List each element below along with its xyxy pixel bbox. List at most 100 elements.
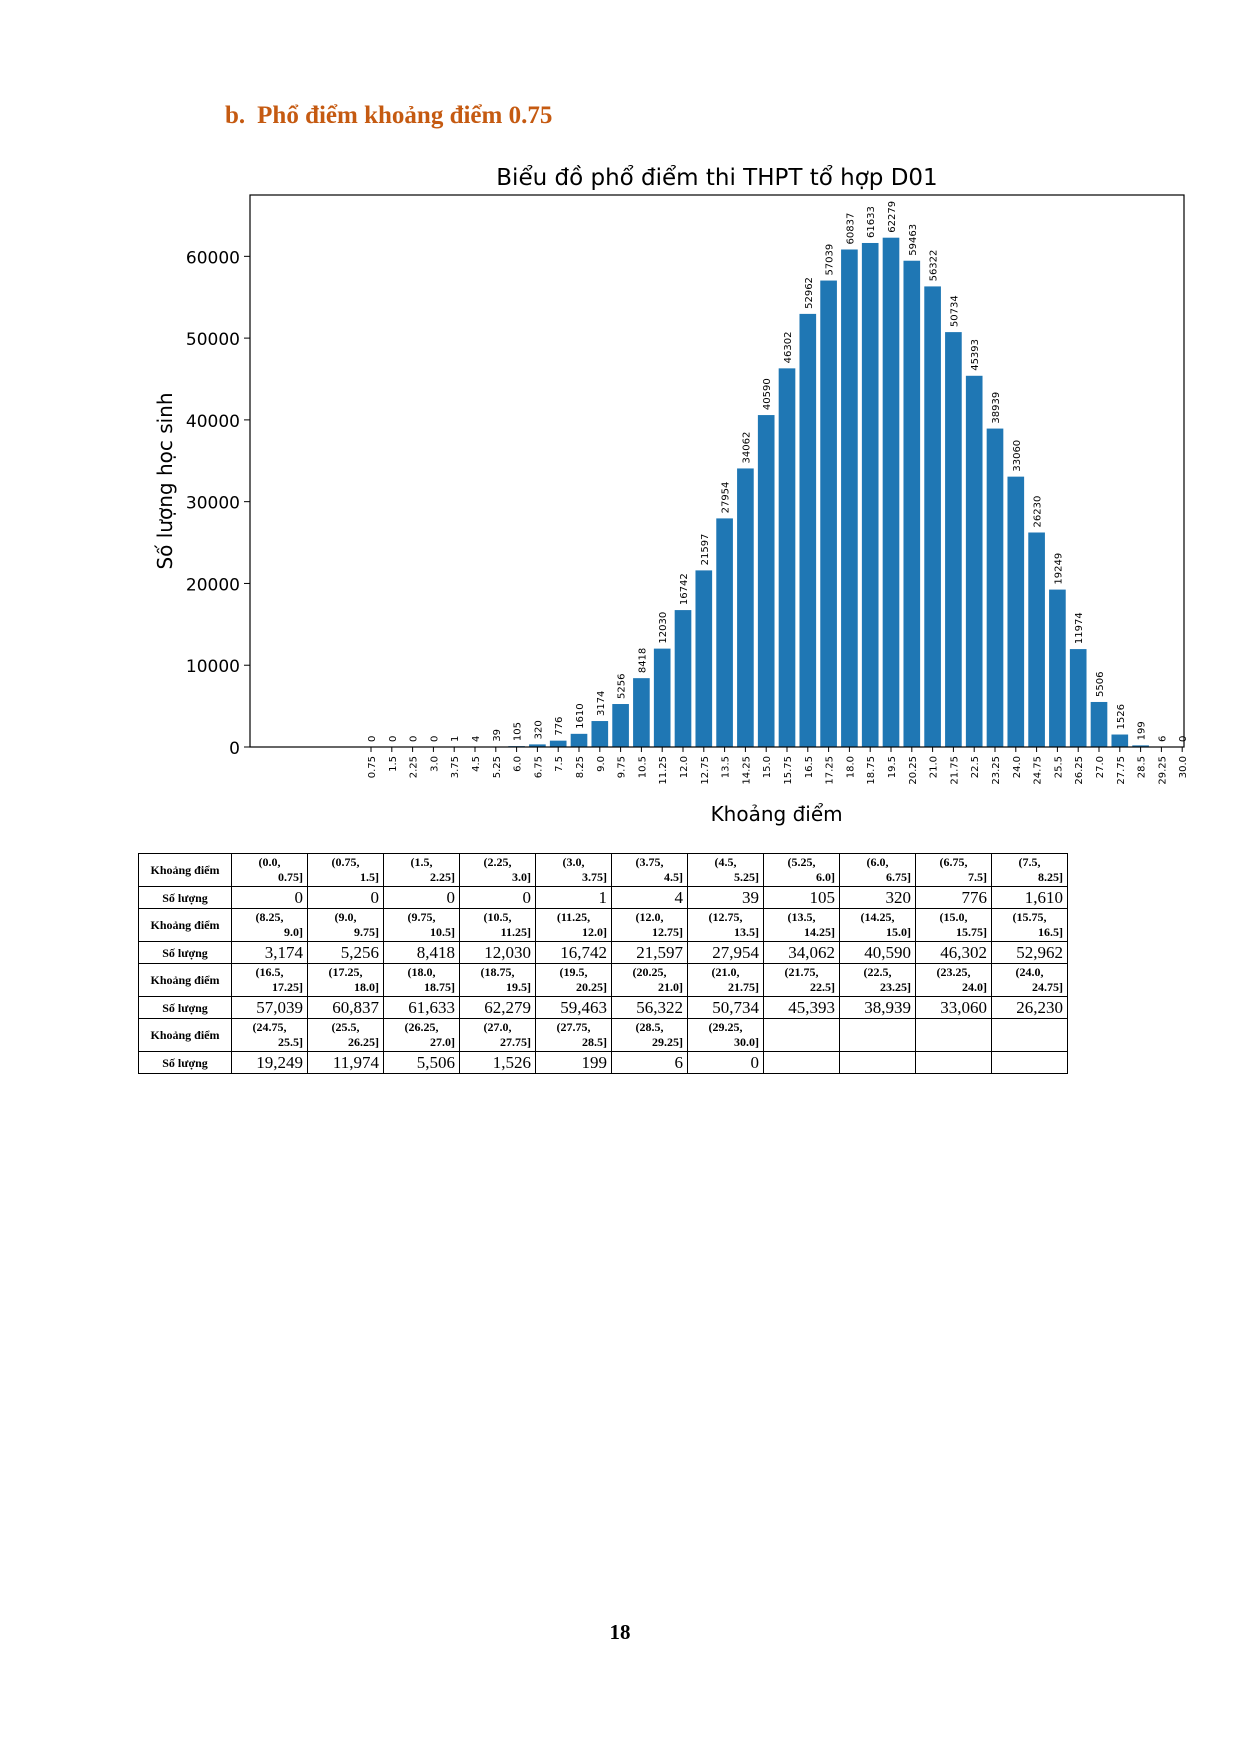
range-end: 3.75] xyxy=(582,870,607,884)
range-start: (25.5, xyxy=(331,1020,360,1034)
bar-value-label: 199 xyxy=(1137,721,1148,740)
count-cell: 46,302 xyxy=(915,941,992,964)
range-cell: (28.5, 29.25] xyxy=(611,1018,688,1052)
range-start: (15.75, xyxy=(1012,910,1047,924)
count-cell: 0 xyxy=(383,886,460,909)
range-cell xyxy=(915,1018,992,1052)
x-tick-label: 14.25 xyxy=(741,756,752,785)
bar-value-label: 46302 xyxy=(783,332,794,364)
range-start: (0.75, xyxy=(331,855,360,869)
section-title: Phổ điểm khoảng điểm 0.75 xyxy=(257,102,553,129)
range-cell: (7.5, 8.25] xyxy=(991,853,1068,887)
x-tick-label: 2.25 xyxy=(409,756,420,778)
range-cell: (0.0, 0.75] xyxy=(231,853,308,887)
range-start: (7.5, xyxy=(1018,855,1041,869)
table-row: Số lượng 57,039 60,837 61,633 62,279 59,463 56… xyxy=(138,996,1068,1019)
range-end: 8.25] xyxy=(1038,870,1063,884)
range-start: (17.25, xyxy=(328,965,363,979)
bar xyxy=(1132,745,1149,747)
y-axis-label: Số lượng học sinh xyxy=(153,392,177,569)
range-end: 6.75] xyxy=(886,870,911,884)
bar xyxy=(633,678,650,747)
count-cell: 60,837 xyxy=(307,996,384,1019)
table-row: Số lượng 0 0 0 0 1 4 39 105 320 776 1,610 xyxy=(138,886,1068,909)
range-end: 28.5] xyxy=(582,1035,607,1049)
plot-frame xyxy=(249,194,1185,748)
x-tick-label: 22.5 xyxy=(970,756,981,778)
x-tick-label: 23.25 xyxy=(991,756,1002,785)
range-end: 23.25] xyxy=(880,980,911,994)
table-row: Khoảng điểm (8.25, 9.0] (9.0, 9.75] (9.75, 10.… xyxy=(138,908,1068,942)
count-cell: 0 xyxy=(459,886,536,909)
bar-value-label: 12030 xyxy=(658,612,669,644)
count-cell: 6 xyxy=(611,1051,688,1074)
bar xyxy=(1090,701,1108,747)
range-start: (14.25, xyxy=(860,910,895,924)
x-tick-label: 1.5 xyxy=(388,756,399,772)
y-tick-label: 50000 xyxy=(186,330,240,350)
bar-value-label: 6 xyxy=(1157,736,1168,742)
range-end: 24.75] xyxy=(1032,980,1063,994)
count-cell: 11,974 xyxy=(307,1051,384,1074)
count-header-cell: Số lượng xyxy=(138,1051,232,1074)
bar-value-label: 33060 xyxy=(1012,440,1023,472)
range-start: (28.5, xyxy=(635,1020,664,1034)
count-header-cell: Số lượng xyxy=(138,886,232,909)
bar xyxy=(820,280,837,747)
bar-value-label: 56322 xyxy=(929,250,940,282)
range-end: 3.0] xyxy=(512,870,531,884)
range-cell: (24.0, 24.75] xyxy=(991,963,1068,997)
count-cell: 0 xyxy=(307,886,384,909)
range-end: 21.75] xyxy=(728,980,759,994)
x-tick-label: 27.0 xyxy=(1095,756,1106,778)
count-cell: 3,174 xyxy=(231,941,308,964)
y-tick-label: 60000 xyxy=(186,248,240,268)
count-cell: 59,463 xyxy=(535,996,612,1019)
range-start: (9.0, xyxy=(334,910,357,924)
range-cell: (9.75, 10.5] xyxy=(383,908,460,942)
x-tick-label: 15.0 xyxy=(762,756,773,778)
range-cell xyxy=(991,1018,1068,1052)
range-start: (10.5, xyxy=(483,910,512,924)
table-row: Khoảng điểm (16.5, 17.25] (17.25, 18.0] (18.0… xyxy=(138,963,1068,997)
range-end: 26.25] xyxy=(348,1035,379,1049)
bar-value-label: 57039 xyxy=(825,244,836,276)
y-tick-label: 10000 xyxy=(186,657,240,677)
x-tick-label: 10.5 xyxy=(637,756,648,778)
chart-title: Biểu đồ phổ điểm thi THPT tổ hợp D01 xyxy=(496,165,937,191)
bar xyxy=(716,518,733,747)
range-cell: (2.25, 3.0] xyxy=(459,853,536,887)
range-end: 7.5] xyxy=(968,870,987,884)
bar xyxy=(778,368,796,747)
bar-value-label: 50734 xyxy=(949,295,960,327)
range-end: 16.5] xyxy=(1038,925,1063,939)
bar-value-label: 0 xyxy=(367,736,378,742)
bar-value-label: 4 xyxy=(471,736,482,742)
range-end: 17.25] xyxy=(272,980,303,994)
bar-value-label: 45393 xyxy=(970,339,981,371)
bar-value-label: 16742 xyxy=(679,573,690,605)
x-tick-label: 20.25 xyxy=(908,756,919,785)
count-cell xyxy=(763,1051,840,1074)
range-cell: (26.25, 27.0] xyxy=(383,1018,460,1052)
range-end: 15.0] xyxy=(886,925,911,939)
bar xyxy=(1111,734,1129,747)
x-tick-label: 11.25 xyxy=(658,756,669,785)
range-end: 19.5] xyxy=(506,980,531,994)
range-start: (12.0, xyxy=(635,910,664,924)
bar-value-label: 60837 xyxy=(845,213,856,245)
range-start: (24.75, xyxy=(252,1020,287,1034)
page-number: 18 xyxy=(609,1620,631,1644)
range-start: (16.5, xyxy=(255,965,284,979)
bar xyxy=(965,375,983,747)
range-cell: (21.75, 22.5] xyxy=(763,963,840,997)
range-end: 27.75] xyxy=(500,1035,531,1049)
count-cell: 45,393 xyxy=(763,996,840,1019)
count-cell: 33,060 xyxy=(915,996,992,1019)
x-tick-label: 18.75 xyxy=(866,756,877,785)
range-cell: (10.5, 11.25] xyxy=(459,908,536,942)
count-cell: 61,633 xyxy=(383,996,460,1019)
count-cell: 19,249 xyxy=(231,1051,308,1074)
count-cell: 1,526 xyxy=(459,1051,536,1074)
bar xyxy=(737,468,754,747)
